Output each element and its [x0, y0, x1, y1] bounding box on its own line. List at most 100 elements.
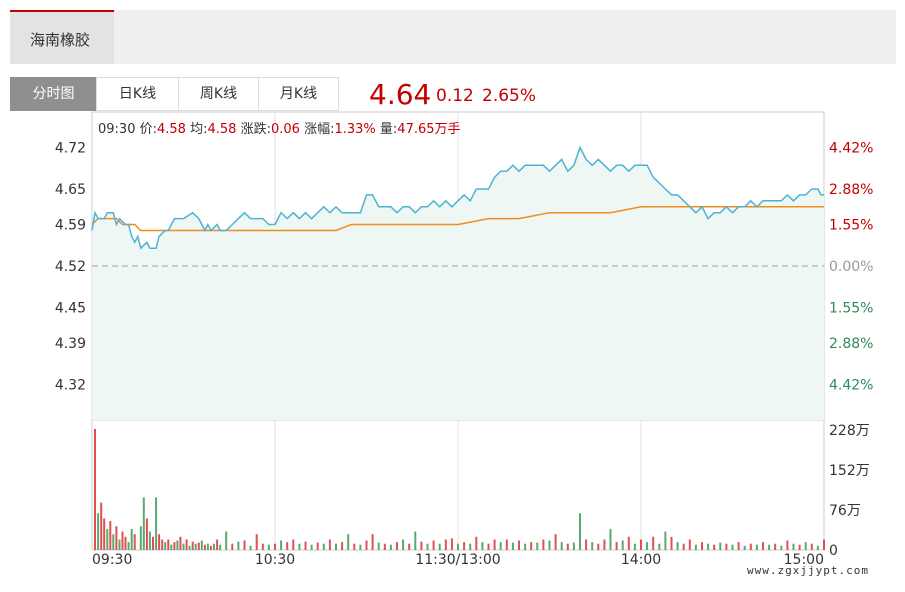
volume-bar [499, 542, 502, 550]
volume-bar [438, 543, 441, 550]
volume-bar [450, 538, 453, 550]
volume-bar [762, 542, 764, 550]
watermark: www.zgxjjypt.com [747, 564, 869, 577]
tab-monthly-k[interactable]: 月K线 [258, 77, 339, 111]
volume-bar [615, 542, 618, 550]
volume-bar [670, 536, 673, 550]
volume-bar [106, 528, 109, 550]
volume-bar [652, 536, 655, 550]
volume-bar [353, 543, 356, 550]
y-tick-left: 4.52 [55, 259, 86, 275]
volume-bar [426, 543, 429, 550]
volume-bar [633, 543, 636, 550]
volume-bar [621, 540, 624, 550]
y-tick-left: 4.72 [55, 141, 86, 157]
volume-bar [408, 543, 411, 550]
volume-bar [640, 539, 642, 550]
y-tick-right: 2.88% [829, 336, 873, 352]
volume-bar [530, 542, 533, 550]
volume-bar [688, 539, 691, 550]
volume-bar [420, 541, 423, 550]
y-tick-left: 4.65 [55, 182, 86, 198]
volume-bar [627, 536, 630, 550]
volume-bar [335, 543, 337, 550]
volume-bar [100, 502, 103, 550]
y-tick-right: 1.55% [829, 300, 873, 316]
volume-bar [188, 545, 191, 550]
volume-bar [139, 526, 142, 550]
price-change-pct: 2.65% [482, 86, 537, 106]
volume-bar [792, 543, 795, 550]
price-change: 0.12 [436, 86, 474, 106]
info-volume: 47.65万手 [397, 122, 461, 137]
volume-bar [94, 428, 96, 550]
volume-bar [414, 531, 417, 550]
x-tick: 15:00 [784, 552, 824, 568]
volume-bar [161, 539, 164, 550]
info-avg: 4.58 [207, 122, 237, 137]
volume-bar [231, 543, 234, 550]
x-tick: 09:30 [92, 552, 132, 568]
volume-bar [170, 544, 173, 550]
volume-bar [603, 539, 606, 550]
info-change-label: 涨跌: [240, 122, 271, 137]
volume-bar [737, 542, 740, 550]
volume-bar [158, 534, 161, 550]
volume-bar [402, 539, 405, 550]
volume-bar [554, 534, 557, 550]
volume-bar [469, 543, 472, 550]
volume-bar [511, 542, 514, 550]
x-tick: 10:30 [255, 552, 295, 568]
y-tick-right: 0.00% [829, 259, 873, 275]
volume-bars [94, 428, 825, 550]
volume-tick: 228万 [829, 423, 870, 439]
y-tick-left: 4.32 [55, 377, 86, 393]
volume-bar [536, 542, 539, 550]
volume-bar [310, 544, 313, 550]
volume-bar [261, 543, 264, 550]
stock-name: 海南橡胶 [30, 31, 91, 49]
x-axis: 09:30 10:30 11:30/13:00 14:00 15:00 [92, 552, 824, 568]
volume-bar [548, 540, 551, 550]
volume-bar [396, 542, 398, 550]
volume-bar [304, 541, 307, 550]
volume-bar [780, 545, 783, 550]
x-tick: 14:00 [621, 552, 661, 568]
volume-bar [328, 539, 331, 550]
volume-bar [542, 539, 545, 550]
volume-bar [316, 542, 319, 550]
volume-axis: 228万 152万 76万 0 [829, 423, 870, 559]
volume-bar [664, 531, 667, 550]
info-avg-label: 均: [190, 122, 208, 137]
y-axis-left: 4.72 4.65 4.59 4.52 4.45 4.39 4.32 [55, 141, 86, 394]
volume-bar [774, 543, 777, 550]
volume-bar [682, 543, 685, 550]
info-change: 0.06 [270, 122, 300, 137]
tab-intraday[interactable]: 分时图 [10, 77, 97, 111]
stock-tab[interactable]: 海南橡胶 [10, 10, 114, 64]
y-tick-right: 4.42% [829, 377, 873, 393]
volume-bar [182, 543, 185, 550]
volume-bar [786, 540, 789, 550]
info-pct-label: 涨幅: [304, 122, 335, 137]
volume-bar [646, 542, 649, 550]
volume-bar [130, 528, 133, 550]
price-line [91, 145, 824, 250]
volume-bar [768, 544, 771, 550]
volume-bar [155, 497, 158, 550]
y-tick-right: 1.55% [829, 218, 873, 234]
volume-bar [185, 539, 188, 550]
volume-bar [572, 542, 575, 550]
volume-bar [371, 534, 374, 550]
volume-bar [725, 543, 728, 550]
volume-bar [267, 544, 270, 550]
info-pct: 1.33% [334, 122, 376, 137]
tab-weekly-k[interactable]: 周K线 [178, 77, 259, 111]
volume-bar [280, 540, 283, 550]
volume-bar [755, 544, 758, 550]
volume-bar [121, 531, 124, 550]
volume-bar [286, 542, 289, 550]
title-bar: 海南橡胶 [10, 10, 896, 64]
volume-bar [176, 540, 179, 550]
